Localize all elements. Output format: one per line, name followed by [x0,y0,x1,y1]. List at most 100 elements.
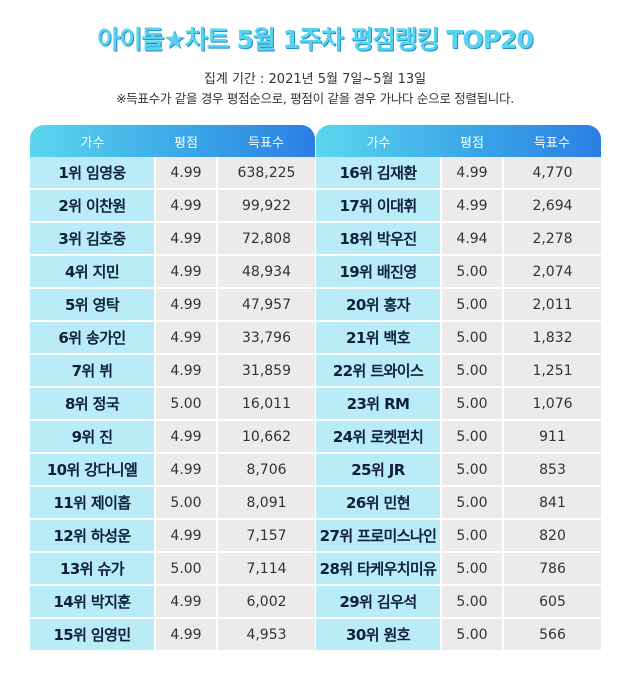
votes-cell: 7,157 [216,519,315,553]
table-row: 10위 강다니엘 4.99 8,706 [30,453,315,487]
votes-cell: 605 [502,585,601,619]
table-row: 8위 정국 5.00 16,011 [30,387,315,421]
table-row: 24위 로켓펀치 5.00 911 [316,420,601,454]
singer-cell: 10위 강다니엘 [30,453,155,487]
table-row: 28위 타케우치미유 5.00 786 [316,552,601,586]
score-cell: 4.99 [440,189,503,223]
singer-cell: 20위 홍자 [316,288,441,322]
table-row: 11위 제이홉 5.00 8,091 [30,486,315,520]
period-text: 집계 기간 : 2021년 5월 7일~5월 13일 [203,72,427,87]
ranking-table-right: 가수 평점 득표수 16위 김재환 4.99 4,770 17위 이대휘 4.99 2,6… [316,125,601,652]
table-row: 21위 백호 5.00 1,832 [316,321,601,355]
score-cell: 5.00 [440,387,503,421]
score-cell: 4.99 [440,157,503,190]
table-row: 13위 슈가 5.00 7,114 [30,552,315,586]
singer-cell: 4위 지민 [30,255,155,289]
singer-cell: 22위 트와이스 [316,354,441,388]
table-row: 14위 박지훈 4.99 6,002 [30,585,315,619]
votes-cell: 1,832 [502,321,601,355]
votes-cell: 2,694 [502,189,601,223]
score-cell: 5.00 [440,288,503,322]
score-cell: 4.99 [154,354,217,388]
votes-cell: 820 [502,519,601,553]
singer-cell: 29위 김우석 [316,585,441,619]
table-row: 9위 진 4.99 10,662 [30,420,315,454]
page-title: 아이돌★차트 5월 1주차 평점랭킹 TOP20 [97,25,533,54]
votes-cell: 853 [502,453,601,487]
votes-cell: 8,706 [216,453,315,487]
singer-cell: 7위 뷔 [30,354,155,388]
table-row: 5위 영탁 4.99 47,957 [30,288,315,322]
votes-cell: 841 [502,486,601,520]
table-row: 3위 김호중 4.99 72,808 [30,222,315,256]
votes-cell: 566 [502,618,601,652]
singer-cell: 8위 정국 [30,387,155,421]
votes-cell: 16,011 [216,387,315,421]
votes-cell: 72,808 [216,222,315,256]
votes-cell: 10,662 [216,420,315,454]
votes-cell: 33,796 [216,321,315,355]
table-row: 29위 김우석 5.00 605 [316,585,601,619]
votes-cell: 4,953 [216,618,315,652]
singer-cell: 11위 제이홉 [30,486,155,520]
singer-cell: 24위 로켓펀치 [316,420,441,454]
singer-cell: 25위 JR [316,453,441,487]
score-cell: 5.00 [154,552,217,586]
table-row: 22위 트와이스 5.00 1,251 [316,354,601,388]
votes-cell: 2,074 [502,255,601,289]
table-row: 23위 RM 5.00 1,076 [316,387,601,421]
singer-cell: 23위 RM [316,387,441,421]
col-header-votes: 득표수 [248,135,284,151]
singer-cell: 19위 배진영 [316,255,441,289]
score-cell: 4.99 [154,321,217,355]
table-row: 2위 이찬원 4.99 99,922 [30,189,315,223]
score-cell: 4.94 [440,222,503,256]
score-cell: 5.00 [440,552,503,586]
votes-cell: 7,114 [216,552,315,586]
singer-cell: 3위 김호중 [30,222,155,256]
table-row: 12위 하성운 4.99 7,157 [30,519,315,553]
score-cell: 4.99 [154,157,217,190]
table-row: 25위 JR 5.00 853 [316,453,601,487]
votes-cell: 47,957 [216,288,315,322]
singer-cell: 5위 영탁 [30,288,155,322]
table-row: 20위 홍자 5.00 2,011 [316,288,601,322]
singer-cell: 16위 김재환 [316,157,441,190]
score-cell: 4.99 [154,288,217,322]
votes-cell: 638,225 [216,157,315,190]
singer-cell: 28위 타케우치미유 [316,552,441,586]
header-row: 가수 평점 득표수 [316,125,601,157]
score-cell: 4.99 [154,189,217,223]
sort-note: ※득표수가 같을 경우 평점순으로, 평점이 같을 경우 가나다 순으로 정렬됩… [116,91,514,106]
singer-cell: 2위 이찬원 [30,189,155,223]
votes-cell: 6,002 [216,585,315,619]
singer-cell: 21위 백호 [316,321,441,355]
votes-cell: 8,091 [216,486,315,520]
score-cell: 4.99 [154,222,217,256]
table-row: 17위 이대휘 4.99 2,694 [316,189,601,223]
col-header-singer: 가수 [366,135,391,151]
score-cell: 4.99 [154,519,217,553]
score-cell: 4.99 [154,453,217,487]
singer-cell: 15위 임영민 [30,618,155,652]
singer-cell: 13위 슈가 [30,552,155,586]
votes-cell: 4,770 [502,157,601,190]
score-cell: 5.00 [440,585,503,619]
singer-cell: 26위 민현 [316,486,441,520]
table-row: 30위 원호 5.00 566 [316,618,601,652]
header-row: 가수 평점 득표수 [30,125,315,157]
singer-cell: 18위 박우진 [316,222,441,256]
score-cell: 5.00 [440,519,503,553]
table-row: 7위 뷔 4.99 31,859 [30,354,315,388]
col-header-score: 평점 [174,135,198,151]
votes-cell: 48,934 [216,255,315,289]
ranking-table-left: 가수 평점 득표수 1위 임영웅 4.99 638,225 2위 이찬원 4.99 99,… [30,125,315,652]
singer-cell: 17위 이대휘 [316,189,441,223]
votes-cell: 1,251 [502,354,601,388]
score-cell: 5.00 [440,354,503,388]
votes-cell: 2,011 [502,288,601,322]
table-row: 4위 지민 4.99 48,934 [30,255,315,289]
col-header-score: 평점 [460,135,484,151]
votes-cell: 99,922 [216,189,315,223]
score-cell: 5.00 [154,486,217,520]
